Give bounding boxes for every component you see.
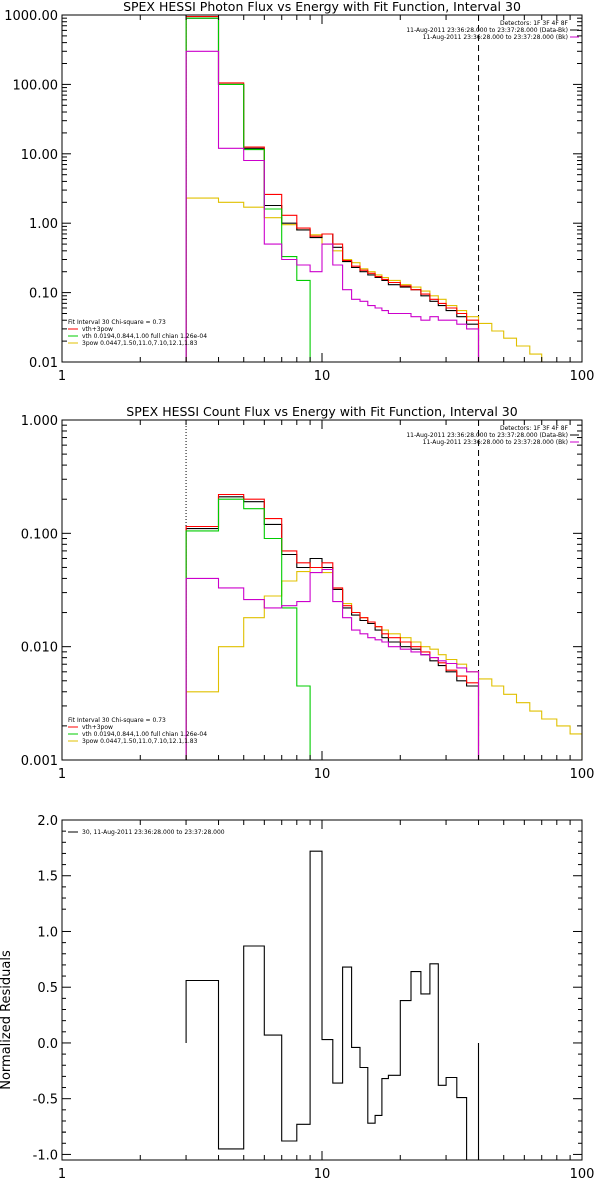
legend-title: Fit Interval 30 Chi-square = 0.73 [68, 717, 166, 724]
legend-label: vth+3pow [82, 724, 113, 731]
panel-1: SPEX HESSI Photon Flux vs Energy with Fi… [4, 0, 594, 384]
legend-label: vth 0.0194,0.844,1.00 full chian 1.26e-0… [82, 731, 207, 738]
y-tick-label: 1.00 [29, 217, 58, 232]
y-tick-label: 100.00 [13, 78, 59, 93]
legend-label: vth 0.0194,0.844,1.00 full chian 1.26e-0… [82, 333, 207, 340]
x-tick-label: 100 [570, 767, 595, 782]
header-text: 11-Aug-2011 23:36:28.000 to 23:37:28.000… [423, 439, 568, 446]
series-group [185, 493, 582, 760]
series-line-3 [185, 493, 480, 760]
y-tick-label: -1.0 [33, 1148, 58, 1163]
y-tick-label: 1.000 [21, 414, 58, 429]
y-tick-label: 10.00 [21, 148, 58, 163]
header-text: 11-Aug-2011 23:36:28.000 to 23:37:28.000… [423, 34, 568, 41]
series-group [185, 15, 558, 362]
y-tick-label: 1.5 [37, 870, 58, 885]
series-group [185, 850, 480, 1160]
x-tick-label: 100 [570, 369, 595, 384]
y-tick-label: 0.100 [21, 527, 58, 542]
chart-title: SPEX HESSI Photon Flux vs Energy with Fi… [123, 0, 521, 14]
y-tick-label: 0.001 [21, 754, 58, 769]
legend-title: Fit Interval 30 Chi-square = 0.73 [68, 319, 166, 326]
y-tick-label: 0.010 [21, 641, 58, 656]
y-tick-label: -0.5 [33, 1093, 58, 1108]
chart-title: SPEX HESSI Count Flux vs Energy with Fit… [126, 404, 517, 419]
x-tick-label: 10 [314, 767, 331, 782]
x-tick-label: 100 [570, 1167, 595, 1182]
y-axis-label: Normalized Residuals [0, 950, 14, 1090]
y-tick-label: 0.10 [29, 287, 58, 302]
header-text: Detectors: 1F 3F 4F 8F [500, 425, 569, 432]
y-tick-label: 1000.00 [4, 9, 58, 24]
series-line-5 [185, 568, 480, 760]
legend-label: 30, 11-Aug-2011 23:36:28.000 to 23:37:28… [82, 829, 225, 836]
y-tick-label: 1.0 [37, 925, 58, 940]
header-text: 11-Aug-2011 23:36:28.000 to 23:37:28.000… [406, 27, 568, 34]
series-line-5 [185, 50, 480, 362]
header-text: Detectors: 1F 3F 4F 8F [500, 20, 569, 27]
panel-3: 1 10 100 -1.0 -0.5 0.0 0.5 1.0 1.5 2.0 Normalized … [0, 814, 594, 1182]
x-tick-label: 1 [58, 369, 66, 384]
x-tick-label: 10 [314, 369, 331, 384]
panel-2: SPEX HESSI Count Flux vs Energy with Fit… [21, 404, 595, 782]
series-line-3 [185, 15, 480, 362]
legend-label: vth+3pow [82, 326, 113, 333]
y-tick-label: 0.01 [29, 356, 58, 371]
y-tick-label: 0.0 [37, 1037, 58, 1052]
x-tick-label: 1 [58, 1167, 66, 1182]
y-tick-label: 0.5 [37, 981, 58, 996]
series-line-4 [185, 498, 311, 760]
x-tick-label: 10 [314, 1167, 331, 1182]
legend-label: 3pow 0.0447,1.50,11.0,7.10,12.1,1.83 [82, 738, 198, 745]
series-line-1 [185, 850, 480, 1160]
series-line-1 [185, 566, 582, 760]
legend-label: 3pow 0.0447,1.50,11.0,7.10,12.1,1.83 [82, 340, 198, 347]
x-tick-label: 1 [58, 767, 66, 782]
y-tick-label: 2.0 [37, 814, 58, 829]
header-text: 11-Aug-2011 23:36:28.000 to 23:37:28.000… [406, 432, 568, 439]
